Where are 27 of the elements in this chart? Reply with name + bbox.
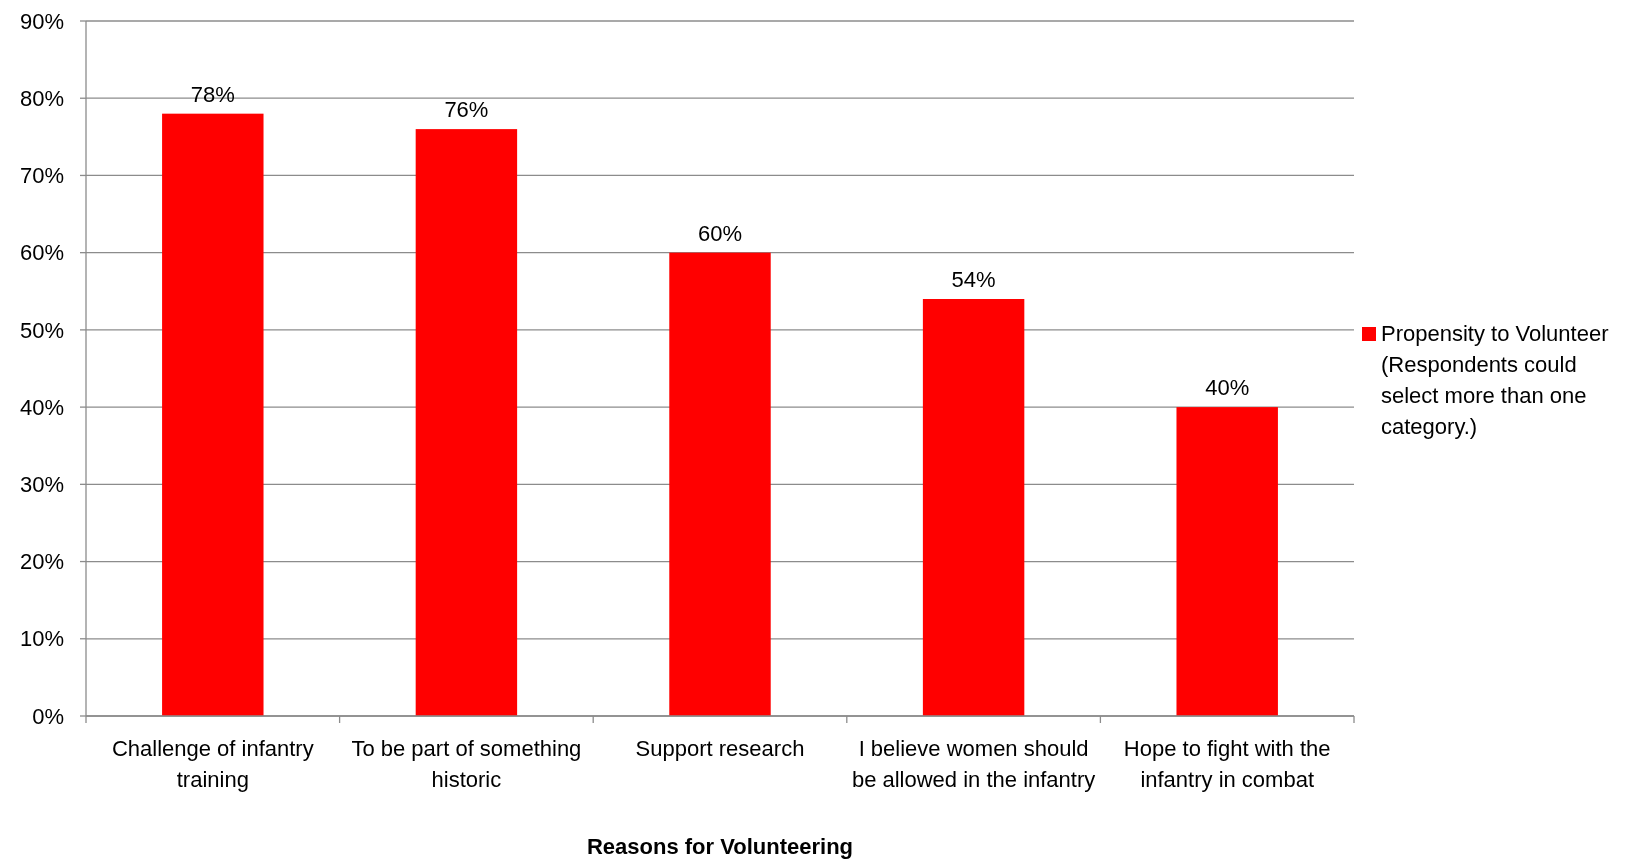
y-tick-label: 60% <box>19 240 64 266</box>
bar <box>669 252 771 716</box>
x-tick-label: I believe women should be allowed in the infantry <box>851 736 1096 792</box>
x-tick-label: Challenge of infantry training <box>111 736 314 792</box>
data-label: 40% <box>1205 375 1250 401</box>
y-tick-label: 50% <box>19 317 64 343</box>
data-label: 76% <box>444 97 489 123</box>
y-tick-label: 40% <box>19 394 64 420</box>
bar <box>922 299 1025 716</box>
data-label: 60% <box>697 220 743 246</box>
data-label: 78% <box>190 81 235 107</box>
bar <box>162 113 264 716</box>
y-tick-label: 30% <box>19 472 64 498</box>
y-tick-label: 80% <box>19 85 64 111</box>
x-tick-label: Hope to fight with the infantry in combat <box>1123 736 1331 792</box>
x-tick-label: Support research <box>635 736 805 761</box>
y-tick-label: 20% <box>19 549 64 575</box>
x-axis-title: Reasons for Volunteering <box>586 834 854 859</box>
y-tick-label: 90% <box>19 8 64 34</box>
x-tick-label: To be part of something historic <box>351 736 582 792</box>
y-tick-label: 70% <box>19 163 64 189</box>
y-tick-label: 10% <box>19 626 64 652</box>
data-label: 54% <box>951 267 996 292</box>
bar <box>1176 407 1278 716</box>
legend-label: Propensity to Volunteer (Respondents could select more than one category.) <box>1381 321 1609 439</box>
y-tick-label: 0% <box>32 703 64 729</box>
bar <box>415 129 518 716</box>
